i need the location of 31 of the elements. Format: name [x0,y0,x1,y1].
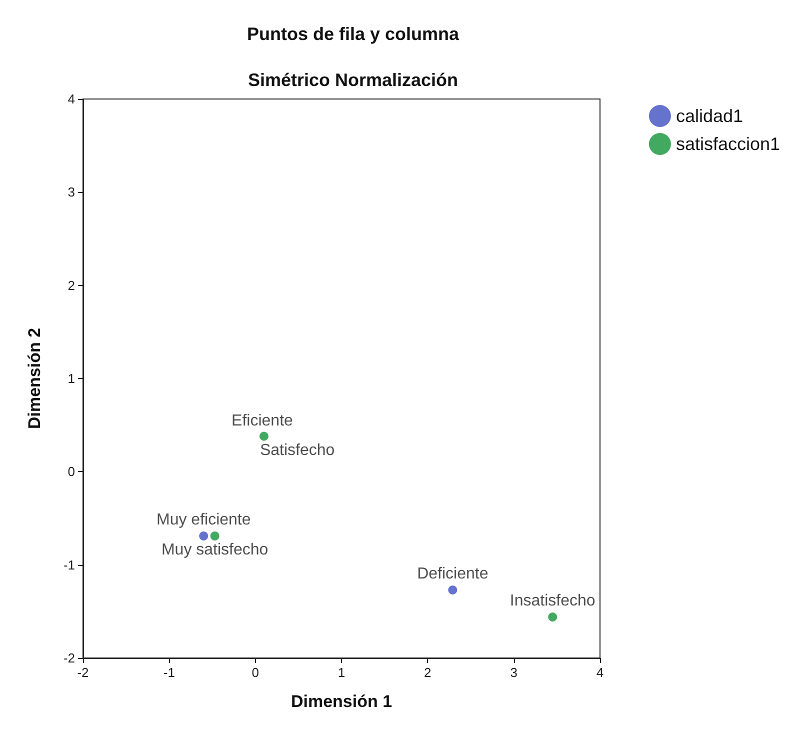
y-tick-label: 1 [68,371,75,386]
y-tick-label: 0 [68,464,75,480]
point [199,531,208,540]
point [548,612,558,622]
x-tick-label: 4 [596,665,604,680]
x-tick-label: 1 [338,665,346,680]
point [259,432,268,441]
x-tick-label: 0 [252,665,259,680]
chart-subtitle: Simétrico Normalización [248,70,458,90]
legend-label: satisfaccion1 [676,134,780,154]
point [210,531,220,540]
annotation: Deficiente [417,565,488,582]
y-tick-label: -2 [63,650,75,666]
annotation: Muy eficiente [156,511,251,528]
y-axis-title: Dimensión 2 [25,328,44,430]
annotation: Satisfecho [260,442,335,459]
x-axis-title: Dimensión 1 [290,692,392,711]
y-tick-label: 2 [68,278,75,293]
y-tick-label: 4 [68,92,75,106]
legend-label: calidad1 [676,106,744,126]
x-tick-label: 3 [510,665,518,680]
annotation: Eficiente [232,412,294,430]
y-tick-label: 3 [68,184,75,200]
x-tick-label: -1 [163,665,175,680]
annotation: Muy satisfecho [161,541,268,558]
y-tick-label: -1 [63,557,75,572]
x-tick-label: 2 [424,665,432,680]
x-tick-label: -2 [77,665,89,680]
chart-title: Puntos de fila y columna [246,24,460,44]
point [448,585,458,594]
annotation: Insatisfecho [510,592,596,610]
